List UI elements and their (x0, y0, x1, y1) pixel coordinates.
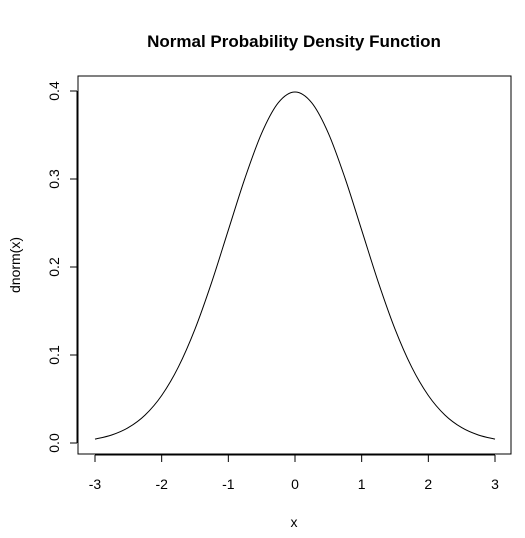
x-tick-label: -1 (222, 476, 235, 492)
x-axis: -3 -2 -1 0 1 2 3 (89, 454, 499, 492)
x-axis-label: x (291, 514, 298, 530)
y-tick-label: 0.0 (46, 433, 62, 453)
series-group (94, 91, 496, 440)
x-tick-label: 2 (424, 476, 432, 492)
x-tick-label: -3 (89, 476, 102, 492)
x-tick-label: 0 (291, 476, 299, 492)
y-axis: 0.0 0.1 0.2 0.3 0.4 (46, 81, 78, 453)
chart-title: Normal Probability Density Function (147, 32, 441, 51)
series-line-density (94, 91, 496, 440)
x-tick-label: 1 (358, 476, 366, 492)
y-axis-label: dnorm(x) (7, 237, 23, 293)
x-tick-label: -2 (155, 476, 168, 492)
y-tick-label: 0.1 (46, 345, 62, 365)
plot-frame (77, 75, 512, 455)
x-tick-label: 3 (491, 476, 499, 492)
y-tick-label: 0.3 (46, 169, 62, 189)
y-tick-label: 0.2 (46, 257, 62, 277)
y-tick-label: 0.4 (46, 81, 62, 101)
